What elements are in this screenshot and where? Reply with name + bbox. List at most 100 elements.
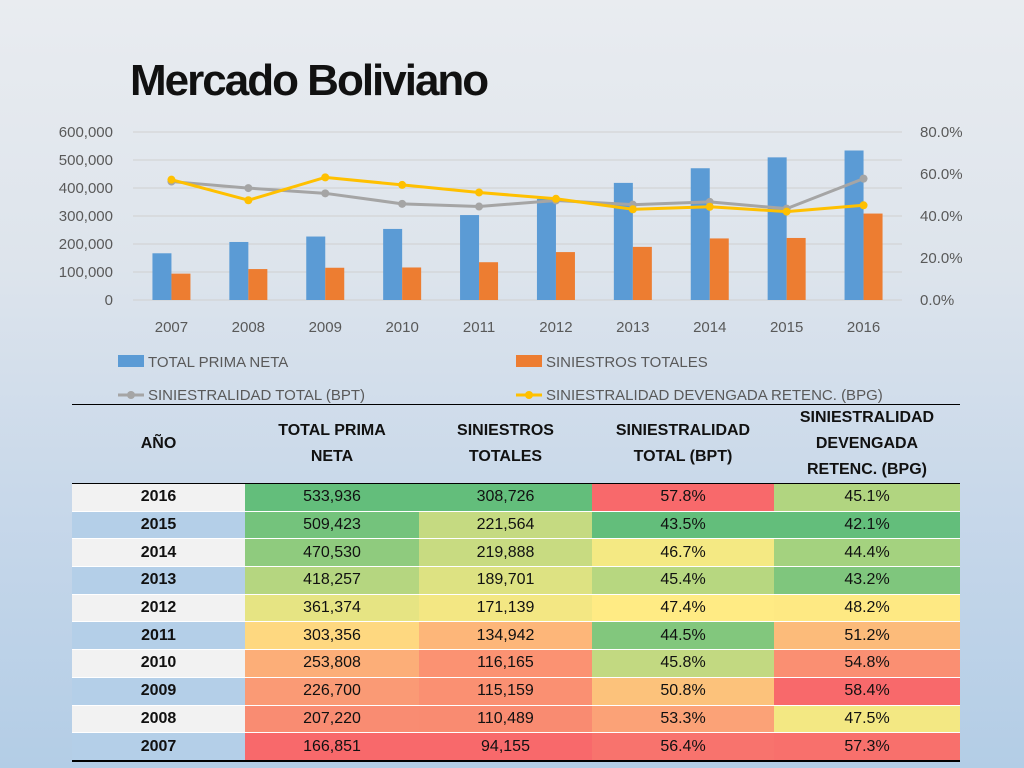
table-row: 2012 361,374 171,139 47.4% 48.2% — [72, 594, 960, 623]
cell-siniestros: 134,942 — [419, 621, 592, 651]
data-table: AÑO TOTAL PRIMA NETA SINIESTROS TOTALES … — [72, 404, 960, 762]
cell-bpt: 45.4% — [592, 566, 774, 595]
line-point — [628, 205, 637, 214]
cell-year: 2012 — [72, 594, 245, 623]
x-tick-label: 2014 — [693, 319, 726, 336]
bar-siniestros — [325, 267, 345, 300]
line-point — [398, 199, 407, 208]
cell-bpg: 43.2% — [774, 566, 960, 595]
cell-prima: 361,374 — [245, 594, 419, 623]
table-row: 2013 418,257 189,701 45.4% 43.2% — [72, 566, 960, 595]
combo-chart: 0 100,000 200,000 300,000 400,000 500,000 600,… — [59, 124, 963, 404]
table-row: 2016 533,936 308,726 57.8% 45.1% — [72, 483, 960, 512]
cell-prima: 253,808 — [245, 649, 419, 678]
cell-siniestros: 110,489 — [419, 705, 592, 734]
bar-siniestros — [479, 262, 499, 300]
cell-bpg: 57.3% — [774, 732, 960, 762]
cell-siniestros: 221,564 — [419, 511, 592, 540]
y-tick-label-left: 600,000 — [59, 124, 113, 141]
bar-prima — [767, 157, 787, 300]
y-tick-label-left: 200,000 — [59, 236, 113, 253]
x-tick-label: 2007 — [155, 319, 188, 336]
bar-prima — [229, 241, 249, 300]
cell-year: 2007 — [72, 732, 245, 762]
table-row: 2011 303,356 134,942 44.5% 51.2% — [72, 621, 960, 651]
bar-siniestros — [171, 273, 191, 300]
x-tick-label: 2009 — [309, 319, 342, 336]
cell-bpg: 48.2% — [774, 594, 960, 623]
cell-siniestros: 189,701 — [419, 566, 592, 595]
x-tick-label: 2016 — [847, 319, 880, 336]
slide-title: Mercado Boliviano — [130, 56, 489, 105]
bar-siniestros — [555, 252, 575, 300]
bar-prima — [690, 168, 710, 300]
cell-year: 2011 — [72, 621, 245, 651]
y-tick-label-right: 40.0% — [920, 208, 963, 225]
cell-year: 2016 — [72, 483, 245, 512]
header-prima: TOTAL PRIMA NETA — [245, 404, 419, 484]
line-point — [398, 180, 407, 189]
cell-year: 2010 — [72, 649, 245, 678]
series-line-bpt — [171, 177, 865, 211]
header-bpg-text: SINIESTRALIDAD DEVENGADA RETENC. (BPG) — [799, 409, 935, 478]
cell-prima: 166,851 — [245, 732, 419, 762]
legend-label: SINIESTRALIDAD DEVENGADA RETENC. (BPG) — [546, 387, 883, 404]
legend-label: SINIESTRALIDAD TOTAL (BPT) — [148, 387, 365, 404]
y-tick-label-right: 60.0% — [920, 166, 963, 183]
y-tick-label-left: 500,000 — [59, 152, 113, 169]
x-tick-label: 2012 — [539, 319, 572, 336]
x-tick-label: 2011 — [463, 319, 495, 336]
bar-siniestros — [248, 269, 268, 300]
bar-prima — [460, 215, 480, 300]
table-header-row: AÑO TOTAL PRIMA NETA SINIESTROS TOTALES … — [72, 404, 960, 484]
y-tick-label-right: 20.0% — [920, 250, 963, 267]
cell-prima: 207,220 — [245, 705, 419, 734]
cell-bpt: 50.8% — [592, 677, 774, 706]
bar-prima — [306, 236, 326, 300]
table-row: 2007 166,851 94,155 56.4% 57.3% — [72, 732, 960, 762]
cell-bpg: 42.1% — [774, 511, 960, 540]
y-tick-label-left: 400,000 — [59, 180, 113, 197]
line-point — [321, 189, 330, 198]
header-bpt-text: SINIESTRALIDAD TOTAL (BPT) — [615, 422, 751, 465]
bar-siniestros — [786, 237, 806, 300]
line-point — [475, 202, 484, 211]
cell-year: 2009 — [72, 677, 245, 706]
x-tick-label: 2015 — [770, 319, 803, 336]
bar-prima — [536, 198, 556, 300]
line-point — [321, 173, 330, 182]
table-row: 2009 226,700 115,159 50.8% 58.4% — [72, 677, 960, 706]
cell-bpg: 47.5% — [774, 705, 960, 734]
cell-siniestros: 171,139 — [419, 594, 592, 623]
y-tick-label-right: 0.0% — [920, 292, 954, 309]
cell-bpt: 45.8% — [592, 649, 774, 678]
cell-bpg: 54.8% — [774, 649, 960, 678]
header-prima-text: TOTAL PRIMA NETA — [278, 422, 386, 465]
x-tick-label: 2013 — [616, 319, 649, 336]
cell-siniestros: 116,165 — [419, 649, 592, 678]
cell-year: 2014 — [72, 538, 245, 568]
line-point — [782, 207, 791, 216]
cell-bpg: 45.1% — [774, 483, 960, 512]
y-tick-label-left: 300,000 — [59, 208, 113, 225]
y-tick-label-right: 80.0% — [920, 124, 963, 141]
x-tick-label: 2010 — [385, 319, 418, 336]
cell-prima: 418,257 — [245, 566, 419, 595]
line-point — [705, 202, 714, 211]
table-row: 2010 253,808 116,165 45.8% 54.8% — [72, 649, 960, 678]
legend-label: TOTAL PRIMA NETA — [148, 354, 288, 371]
cell-bpg: 58.4% — [774, 677, 960, 706]
bar-prima — [383, 228, 403, 300]
line-point — [244, 196, 253, 205]
table-row: 2014 470,530 219,888 46.7% 44.4% — [72, 538, 960, 568]
line-point — [244, 184, 253, 193]
y-tick-label-left: 100,000 — [59, 264, 113, 281]
cell-siniestros: 219,888 — [419, 538, 592, 568]
cell-bpt: 56.4% — [592, 732, 774, 762]
line-point — [551, 194, 560, 203]
legend-label: SINIESTROS TOTALES — [546, 354, 708, 371]
cell-bpg: 44.4% — [774, 538, 960, 568]
bar-prima — [844, 150, 864, 300]
bar-prima — [152, 253, 172, 300]
cell-siniestros: 115,159 — [419, 677, 592, 706]
